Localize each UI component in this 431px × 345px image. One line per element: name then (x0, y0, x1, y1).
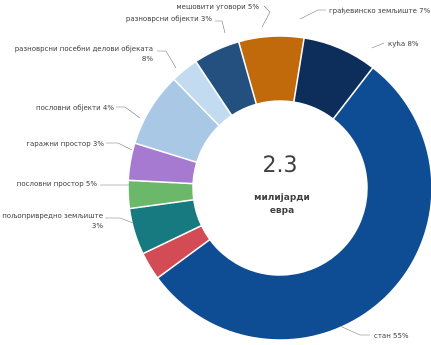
label-кућа: кућа 8% (388, 40, 419, 48)
leader-гаражни-простор (106, 142, 133, 151)
label-мешовити-уговори: мешовити уговори 5% (176, 3, 259, 11)
label-line: мешовити уговори 5% (176, 3, 259, 11)
label-line: разноврсни објекти 3% (126, 15, 212, 23)
label-leader-lines (100, 5, 385, 336)
label-line: кућа 8% (388, 40, 419, 48)
label-line: разноврсни посебни делови објеката (15, 45, 153, 53)
center-unit-line1: милијарди (254, 192, 310, 203)
label-гаражни-простор: гаражни простор 3% (26, 140, 104, 148)
label-line: гаражни простор 3% (26, 140, 104, 148)
center-total-value: 2.3 (263, 153, 298, 178)
label-грађевинско-земљиште: грађевинско земљиште 7% (329, 7, 431, 15)
leader-грађевинско-земљиште (299, 9, 326, 20)
center-unit-line2: евра (270, 206, 294, 216)
leader-мешовити-уговори (261, 5, 271, 28)
leader-кућа (371, 42, 385, 49)
label-пољопривредно-земљиште: пољопривредно земљиште 3% (2, 212, 103, 230)
leader-пословни-објекти (116, 106, 141, 119)
label-пословни-објекти: пословни објекти 4% (36, 104, 114, 112)
label-line: пословни простор 5% (17, 180, 98, 188)
leader-пољопривредно-земљиште (105, 217, 134, 224)
label-line: 8% (142, 55, 153, 63)
label-line: стан 55% (374, 332, 409, 340)
slice-стан (156, 66, 431, 341)
leader-разноврсни-посебни-делови-објеката (157, 50, 177, 69)
label-пословни-простор: пословни простор 5% (17, 180, 98, 188)
leader-разноврсни-објекти (215, 20, 226, 34)
label-стан: стан 55% (374, 332, 409, 340)
label-разноврсни-објекти: разноврсни објекти 3% (126, 15, 212, 23)
slice-мешовити-уговори (194, 40, 258, 117)
label-разноврсни-посебни-делови-објеката: разноврсни посебни делови објеката 8% (15, 45, 154, 63)
label-line: пољопривредно земљиште (2, 212, 103, 220)
slice-labels: грађевинско земљиште 7% кућа 8% стан 55% по… (2, 3, 430, 340)
label-line: пословни објекти 4% (36, 104, 114, 112)
donut-slices (127, 35, 431, 341)
label-line: грађевинско земљиште 7% (329, 7, 431, 15)
label-line: 3% (92, 222, 103, 230)
leader-стан (339, 325, 370, 336)
